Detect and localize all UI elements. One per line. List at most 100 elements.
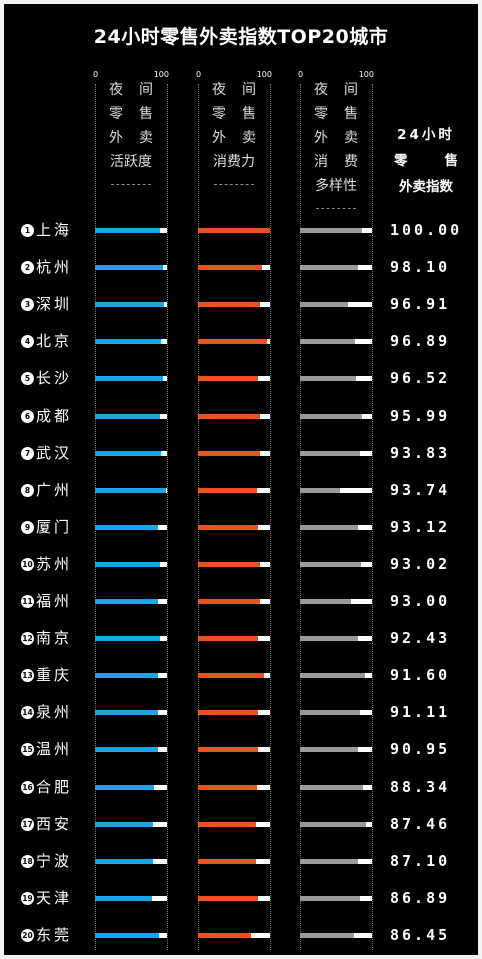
spending-bar — [198, 710, 259, 716]
activity-bar-track — [95, 339, 167, 345]
rank-badge: 2 — [21, 261, 34, 275]
spending-bar — [198, 376, 259, 382]
rank-badge: 13 — [21, 669, 34, 683]
table-row: 18 宁波 87.10 — [4, 843, 478, 880]
spending-bar-track — [198, 673, 270, 679]
city-label: 福州 — [36, 592, 73, 610]
spending-bar-track — [198, 747, 270, 753]
scale-diversity: 0 100 — [298, 70, 374, 82]
activity-bar-track — [95, 599, 167, 604]
city-label: 东莞 — [36, 925, 73, 944]
diversity-bar — [300, 339, 356, 345]
table-row: 17 西安 87.46 — [4, 806, 478, 843]
activity-bar — [95, 747, 158, 753]
diversity-bar — [300, 487, 340, 493]
column-header-activity: 夜间 零售 外卖 活跃度 — [98, 78, 164, 185]
header-line: 消费 — [314, 154, 374, 170]
chart-panel: 24小时零售外卖指数TOP20城市 0 100 0 100 0 100 夜间 零… — [4, 4, 478, 955]
header-line: 外卖 — [109, 130, 169, 146]
rank-badge: 6 — [21, 409, 34, 423]
index-value: 93.02 — [390, 554, 451, 573]
diversity-bar-track — [300, 339, 372, 345]
table-row: 12 南京 92.43 — [4, 620, 478, 657]
city-label: 天津 — [36, 888, 73, 907]
spending-bar-track — [198, 710, 270, 716]
diversity-bar — [300, 636, 358, 642]
spending-bar-track — [198, 228, 270, 233]
diversity-bar-track — [300, 784, 372, 790]
table-row: 14 泉州 91.11 — [4, 694, 478, 731]
table-row: 9 厦门 93.12 — [4, 509, 478, 546]
spending-bar — [198, 413, 260, 419]
activity-bar — [95, 450, 161, 456]
rank-badge: 14 — [21, 706, 34, 720]
city-label: 泉州 — [36, 703, 73, 722]
diversity-bar-track — [300, 228, 372, 233]
city-label: 厦门 — [36, 517, 73, 536]
diversity-bar — [300, 413, 362, 419]
header-line: 外卖 — [314, 130, 374, 146]
diversity-bar — [300, 895, 361, 901]
index-value: 95.99 — [390, 406, 451, 425]
spending-bar-track — [198, 524, 270, 530]
activity-bar — [95, 265, 163, 271]
diversity-bar — [300, 599, 352, 604]
diversity-bar — [300, 673, 365, 679]
rank-badge: 16 — [21, 780, 34, 794]
activity-bar-track — [95, 747, 167, 753]
rank-badge: 3 — [21, 298, 34, 312]
header-line: 零售 — [212, 106, 272, 122]
spending-bar-track — [198, 413, 270, 419]
table-row: 13 重庆 91.60 — [4, 657, 478, 694]
activity-bar-track — [95, 636, 167, 642]
table-row: 3 深圳 96.91 — [4, 286, 478, 323]
activity-bar — [95, 524, 159, 530]
spending-bar — [198, 265, 263, 271]
activity-bar-track — [95, 450, 167, 456]
table-row: 5 长沙 96.52 — [4, 360, 478, 397]
rank-badge: 8 — [21, 483, 34, 497]
table-row: 15 温州 90.95 — [4, 731, 478, 768]
activity-bar-track — [95, 265, 167, 271]
diversity-bar — [300, 747, 359, 753]
diversity-bar-track — [300, 858, 372, 864]
table-row: 4 北京 96.89 — [4, 323, 478, 360]
activity-bar — [95, 636, 160, 642]
city-label: 北京 — [36, 332, 73, 351]
scale-max: 100 — [256, 70, 272, 79]
diversity-bar — [300, 821, 367, 827]
table-row: 2 杭州 98.10 — [4, 249, 478, 286]
activity-bar — [95, 821, 154, 827]
spending-bar-track — [198, 339, 270, 345]
spending-bar — [198, 339, 268, 345]
index-value: 93.74 — [390, 480, 451, 499]
diversity-bar — [300, 265, 359, 271]
spending-bar — [198, 524, 259, 530]
header-line: 活跃度 — [110, 154, 152, 170]
index-header-line: 零 — [394, 153, 408, 169]
header-line: 夜间 — [314, 82, 374, 98]
table-row: 1 上海 100.00 — [4, 212, 478, 249]
spending-bar-track — [198, 858, 270, 864]
index-value: 86.89 — [390, 888, 451, 907]
rank-badge: 10 — [21, 557, 34, 571]
gridline — [95, 84, 96, 950]
city-label: 长沙 — [36, 369, 73, 388]
index-value: 96.91 — [390, 295, 451, 314]
activity-bar-track — [95, 228, 167, 233]
activity-bar-track — [95, 821, 167, 827]
rank-badge: 18 — [21, 854, 34, 868]
index-value: 90.95 — [390, 740, 451, 759]
city-label: 西安 — [36, 814, 73, 833]
spending-bar-track — [198, 821, 270, 827]
activity-bar — [95, 413, 160, 419]
table-row: 7 武汉 93.83 — [4, 435, 478, 472]
table-row: 8 广州 93.74 — [4, 472, 478, 509]
spending-bar — [198, 599, 260, 604]
activity-bar — [95, 561, 160, 567]
diversity-bar-track — [300, 524, 372, 530]
spending-bar-track — [198, 450, 270, 456]
diversity-bar-track — [300, 487, 372, 493]
diversity-bar-track — [300, 747, 372, 753]
index-header: 24小时 零 售 外卖指数 — [388, 122, 464, 200]
